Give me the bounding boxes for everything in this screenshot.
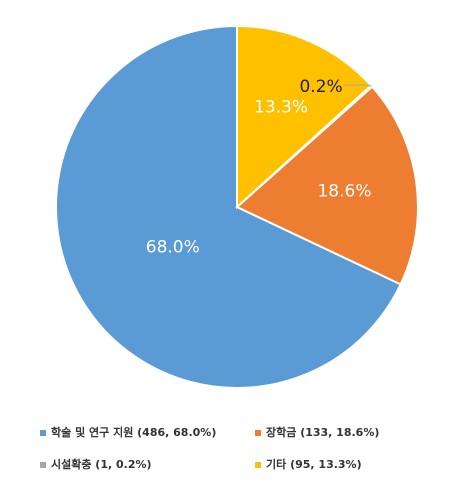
legend-label-학술-및-연구-지원: 학술 및 연구 지원 (486, 68.0%) — [51, 425, 216, 439]
legend-swatch-시설확충 — [40, 462, 46, 468]
data-label-기타: 13.3% — [254, 98, 308, 118]
legend-label-장학금: 장학금 (133, 18.6%) — [266, 425, 379, 439]
leader-line-시설확충 — [343, 84, 372, 87]
legend: 학술 및 연구 지원 (486, 68.0%) 장학금 (133, 18.6%) 시… — [40, 425, 379, 471]
data-label-장학금: 18.6% — [317, 182, 371, 202]
legend-label-기타: 기타 (95, 13.3%) — [266, 457, 362, 471]
legend-label-시설확충: 시설확충 (1, 0.2%) — [51, 457, 152, 471]
pie-slices — [55, 24, 419, 389]
legend-swatch-기타 — [255, 462, 261, 468]
slice-학술-및-연구-지원 — [55, 24, 402, 389]
data-label-학술-및-연구-지원: 68.0% — [146, 238, 200, 258]
slice-기타 — [236, 24, 373, 210]
data-label-시설확충: 0.2% — [299, 77, 342, 97]
slice-장학금 — [235, 85, 419, 286]
slice-labels: 68.0% 18.6% 0.2%13.3% — [146, 77, 372, 258]
legend-swatch-학술-및-연구-지원 — [40, 430, 46, 436]
legend-swatch-장학금 — [255, 430, 261, 436]
